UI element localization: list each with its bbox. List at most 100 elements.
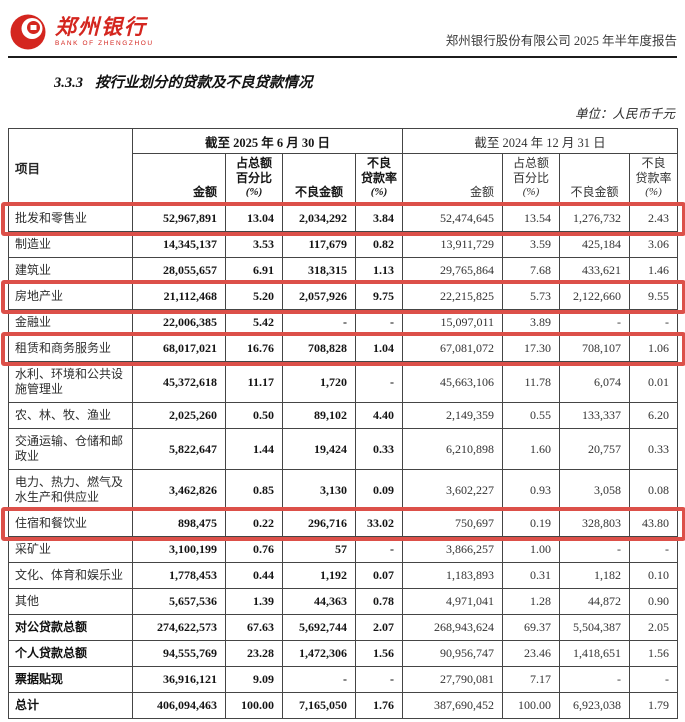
value-cell: 100.00 <box>502 692 561 719</box>
period-header-2025: 截至 2025 年 6 月 30 日 <box>131 128 404 154</box>
value-cell: 0.93 <box>502 469 561 511</box>
value-cell: 7.17 <box>502 666 561 693</box>
table-row: 金融业 22,006,385 5.42- -15,097,011 3.89- - <box>8 309 679 336</box>
value-cell: 3.59 <box>502 231 561 258</box>
row-label: 批发和零售业 <box>8 205 133 232</box>
value-cell: 2,025,260 <box>132 402 226 429</box>
value-cell: 2.43 <box>629 205 679 232</box>
value-cell: 1,418,651 <box>559 640 631 667</box>
value-cell: 708,107 <box>559 335 631 362</box>
value-cell: 68,017,021 <box>132 335 226 362</box>
value-cell: 1.28 <box>502 588 561 615</box>
value-cell: - <box>354 666 404 693</box>
value-cell: 1,183,893 <box>402 562 504 589</box>
value-cell: 0.78 <box>354 588 404 615</box>
value-cell: 387,690,452 <box>402 692 504 719</box>
value-cell: 1.56 <box>354 640 404 667</box>
value-cell: 0.50 <box>225 402 283 429</box>
value-cell: - <box>559 536 631 563</box>
row-label: 文化、体育和娱乐业 <box>8 562 133 589</box>
value-cell: 1.04 <box>354 335 404 362</box>
table-row: 住宿和餐饮业 898,475 0.22 296,716 33.02 750,697 0.19… <box>8 510 679 537</box>
value-cell: 67.63 <box>225 614 283 641</box>
table-body: 批发和零售业 52,967,891 13.04 2,034,292 3.84 52,474… <box>8 205 679 719</box>
value-cell: 328,803 <box>559 510 631 537</box>
table-row: 采矿业 3,100,199 0.76 57-3,866,257 1.00- - <box>8 536 679 563</box>
value-cell: 3.89 <box>502 309 561 336</box>
table-row: 交通运输、仓储和邮政业 5,822,647 1.44 19,424 0.33 6,210,… <box>8 428 679 470</box>
value-cell: 0.22 <box>225 510 283 537</box>
col-header-amount-2024: 金额 <box>402 153 504 206</box>
table-row: 文化、体育和娱乐业 1,778,453 0.44 1,192 0.07 1,183,893… <box>8 562 679 589</box>
value-cell: 1.13 <box>354 257 404 284</box>
value-cell: 0.07 <box>354 562 404 589</box>
value-cell: 44,363 <box>282 588 356 615</box>
value-cell: 3,866,257 <box>402 536 504 563</box>
value-cell: 0.01 <box>629 361 679 403</box>
value-cell: 708,828 <box>282 335 356 362</box>
value-cell: 5,822,647 <box>132 428 226 470</box>
table-row: 建筑业 28,055,657 6.91 318,315 1.13 29,765,864 7.… <box>8 257 679 284</box>
value-cell: - <box>629 536 679 563</box>
row-label: 住宿和餐饮业 <box>8 510 133 537</box>
value-cell: 45,372,618 <box>132 361 226 403</box>
value-cell: 1.56 <box>629 640 679 667</box>
value-cell: 52,474,645 <box>402 205 504 232</box>
value-cell: 5.73 <box>502 283 561 310</box>
value-cell: - <box>354 361 404 403</box>
value-cell: 2,034,292 <box>282 205 356 232</box>
table-row: 电力、热力、燃气及水生产和供应业 3,462,826 0.85 3,130 0.09 3,… <box>8 469 679 511</box>
row-label: 租赁和商务服务业 <box>8 335 133 362</box>
value-cell: 11.17 <box>225 361 283 403</box>
value-cell: 318,315 <box>282 257 356 284</box>
row-label: 采矿业 <box>8 536 133 563</box>
value-cell: 1,720 <box>282 361 356 403</box>
value-cell: 5,657,536 <box>132 588 226 615</box>
value-cell: 9.09 <box>225 666 283 693</box>
value-cell: 2,149,359 <box>402 402 504 429</box>
value-cell: 0.10 <box>629 562 679 589</box>
value-cell: 23.28 <box>225 640 283 667</box>
value-cell: 13,911,729 <box>402 231 504 258</box>
value-cell: 6.91 <box>225 257 283 284</box>
value-cell: 44,872 <box>559 588 631 615</box>
value-cell: - <box>282 309 356 336</box>
value-cell: 19,424 <box>282 428 356 470</box>
value-cell: 1,192 <box>282 562 356 589</box>
value-cell: 43.80 <box>629 510 679 537</box>
value-cell: 2.07 <box>354 614 404 641</box>
value-cell: 1,472,306 <box>282 640 356 667</box>
value-cell: - <box>629 309 679 336</box>
row-label: 水利、环境和公共设施管理业 <box>8 361 133 403</box>
value-cell: 20,757 <box>559 428 631 470</box>
value-cell: 133,337 <box>559 402 631 429</box>
value-cell: 0.90 <box>629 588 679 615</box>
value-cell: - <box>559 309 631 336</box>
value-cell: 22,006,385 <box>132 309 226 336</box>
value-cell: 5,692,744 <box>282 614 356 641</box>
table-row: 个人贷款总额 94,555,769 23.28 1,472,306 1.56 90,956… <box>8 640 679 667</box>
value-cell: 36,916,121 <box>132 666 226 693</box>
row-label: 建筑业 <box>8 257 133 284</box>
value-cell: 28,055,657 <box>132 257 226 284</box>
value-cell: 13.04 <box>225 205 283 232</box>
value-cell: 0.33 <box>629 428 679 470</box>
value-cell: 0.76 <box>225 536 283 563</box>
value-cell: 3.06 <box>629 231 679 258</box>
value-cell: 15,097,011 <box>402 309 504 336</box>
table-row: 农、林、牧、渔业 2,025,260 0.50 89,102 4.40 2,149,359… <box>8 402 679 429</box>
value-cell: 13.54 <box>502 205 561 232</box>
value-cell: 6,210,898 <box>402 428 504 470</box>
value-cell: 6.20 <box>629 402 679 429</box>
value-cell: 1.00 <box>502 536 561 563</box>
value-cell: 17.30 <box>502 335 561 362</box>
value-cell: 29,765,864 <box>402 257 504 284</box>
value-cell: 296,716 <box>282 510 356 537</box>
value-cell: 7.68 <box>502 257 561 284</box>
row-label: 金融业 <box>8 309 133 336</box>
value-cell: 6,923,038 <box>559 692 631 719</box>
value-cell: 5,504,387 <box>559 614 631 641</box>
col-header-amount-2025: 金额 <box>132 153 226 206</box>
value-cell: 3,130 <box>282 469 356 511</box>
value-cell: 1.60 <box>502 428 561 470</box>
